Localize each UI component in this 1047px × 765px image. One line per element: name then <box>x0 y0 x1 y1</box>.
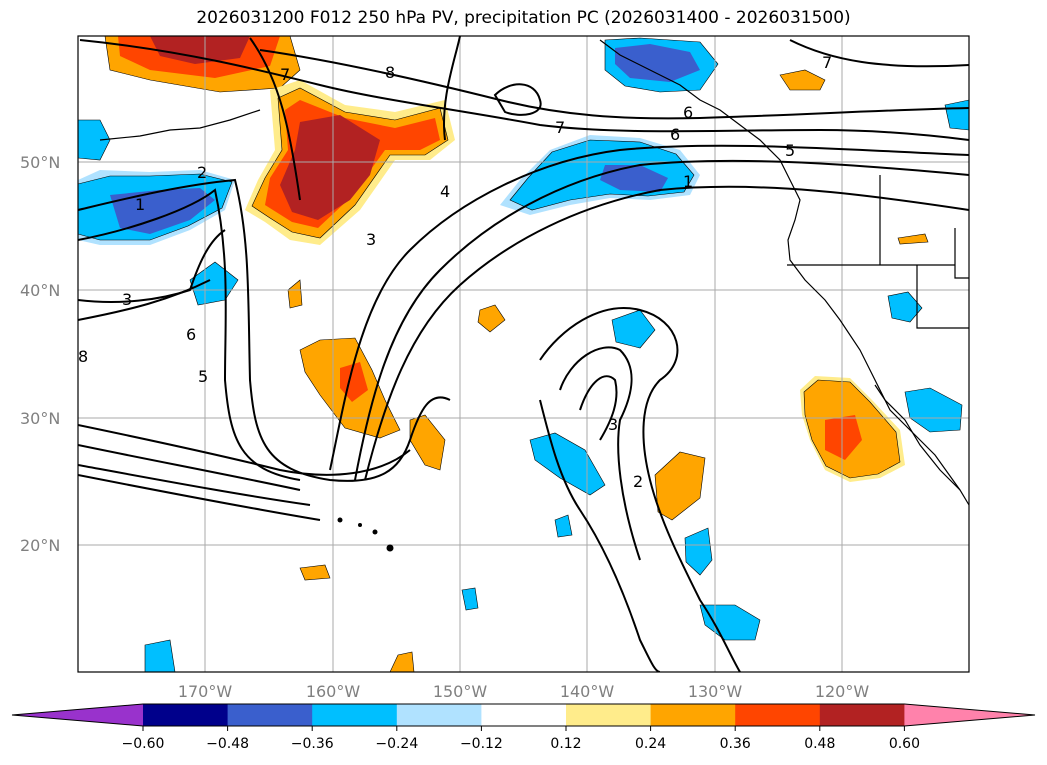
hawaii-islands <box>337 517 394 552</box>
colorbar-extend-left <box>12 704 143 726</box>
lat-tick-label: 20°N <box>20 536 60 555</box>
colorbar-segment <box>481 704 567 726</box>
pv-contours <box>78 36 969 672</box>
contour-label: 6 <box>670 125 680 144</box>
colorbar-extend-right <box>904 704 1035 726</box>
colorbar-segment <box>227 704 313 726</box>
map-panel: 7 8 7 6 5 1 2 1 4 3 3 5 6 8 3 2 7 6 <box>78 36 969 672</box>
colorbar-segment <box>312 704 398 726</box>
colorbar: −0.60 −0.48 −0.36 −0.24 −0.12 0.12 0.24 0.36 0.4… <box>11 703 1036 752</box>
contour-label: 7 <box>822 53 832 72</box>
colorbar-tick-label: −0.24 <box>375 736 418 752</box>
colorbar-tick-label: −0.12 <box>460 736 503 752</box>
colorbar-tick-label: 0.60 <box>889 736 920 752</box>
lon-tick-label: 160°W <box>306 682 361 701</box>
coastlines <box>99 39 969 506</box>
contour-label: 4 <box>440 182 450 201</box>
colorbar-segment <box>819 704 905 726</box>
contour-label: 6 <box>683 103 693 122</box>
contour-label: 3 <box>608 415 618 434</box>
colorbar-tick-label: 0.36 <box>720 736 751 752</box>
lat-tick-label: 50°N <box>20 153 60 172</box>
lat-tick-label: 40°N <box>20 281 60 300</box>
lon-tick-label: 170°W <box>178 682 233 701</box>
contour-label: 8 <box>78 347 88 366</box>
pv-contour-labels: 7 8 7 6 5 1 2 1 4 3 3 5 6 8 3 2 7 6 <box>78 53 832 491</box>
contour-label: 1 <box>135 195 145 214</box>
lon-tick-label: 140°W <box>560 682 615 701</box>
lat-axis: 50°N 40°N 30°N 20°N <box>20 153 60 555</box>
colorbar-segment <box>566 704 652 726</box>
contour-label: 7 <box>555 118 565 137</box>
colorbar-tick-label: −0.36 <box>291 736 334 752</box>
contour-label: 2 <box>197 163 207 182</box>
colorbar-segment <box>650 704 736 726</box>
contour-label: 2 <box>633 472 643 491</box>
precip-anomaly-fill <box>78 36 969 672</box>
colorbar-segment <box>143 704 229 726</box>
contour-label: 8 <box>385 63 395 82</box>
colorbar-tick-label: −0.48 <box>206 736 249 752</box>
contour-label: 3 <box>366 230 376 249</box>
lon-tick-label: 150°W <box>433 682 488 701</box>
contour-label: 1 <box>683 172 693 191</box>
colorbar-tick-label: 0.48 <box>804 736 835 752</box>
colorbar-tick-label: −0.60 <box>122 736 165 752</box>
lon-axis: 170°W 160°W 150°W 140°W 130°W 120°W <box>178 682 870 701</box>
colorbar-tick-label: 0.24 <box>635 736 666 752</box>
lon-tick-label: 130°W <box>688 682 743 701</box>
colorbar-tick-label: 0.12 <box>550 736 581 752</box>
lon-tick-label: 120°W <box>815 682 870 701</box>
contour-label: 6 <box>186 325 196 344</box>
contour-label: 5 <box>198 367 208 386</box>
map-frame <box>77 35 970 673</box>
contour-label: 3 <box>122 290 132 309</box>
contour-label: 5 <box>785 141 795 160</box>
lat-tick-label: 30°N <box>20 409 60 428</box>
colorbar-segment <box>396 704 482 726</box>
figure-title: 2026031200 F012 250 hPa PV, precipitatio… <box>196 8 851 28</box>
contour-label: 7 <box>280 65 290 84</box>
colorbar-segment <box>735 704 821 726</box>
